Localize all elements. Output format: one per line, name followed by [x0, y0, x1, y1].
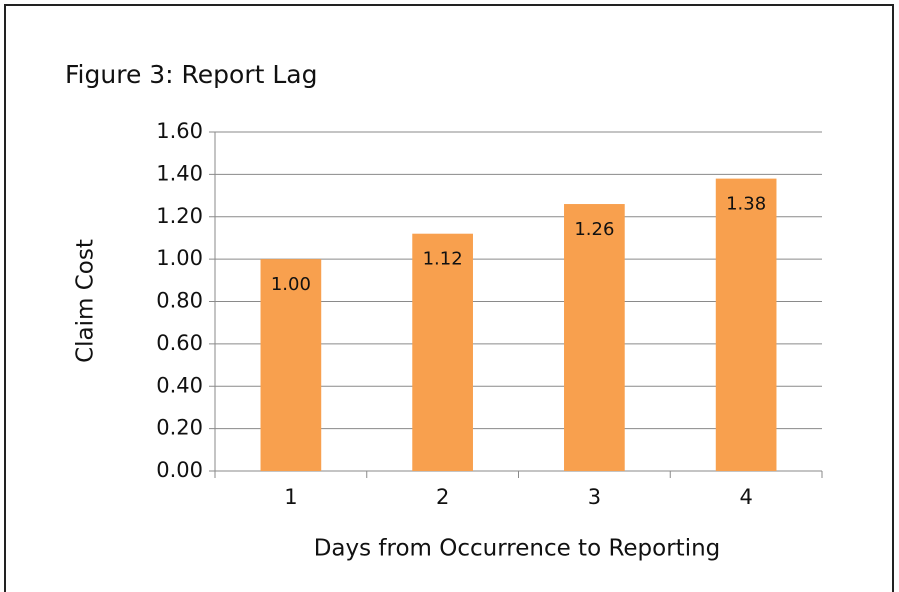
x-axis-label: Days from Occurrence to Reporting [314, 536, 721, 562]
data-label: 1.12 [423, 249, 463, 270]
x-tick-label: 4 [739, 485, 752, 509]
bar [260, 259, 322, 471]
y-axis-label: Claim Cost [73, 239, 99, 363]
y-tick-label: 1.20 [156, 204, 203, 228]
data-label: 1.38 [726, 194, 766, 215]
y-tick-label: 0.80 [156, 289, 203, 313]
y-tick-label: 0.60 [156, 331, 203, 355]
y-tick-label: 1.00 [156, 246, 203, 270]
x-tick-label: 1 [284, 485, 297, 509]
x-tick-label: 2 [436, 485, 449, 509]
bar [412, 233, 473, 471]
x-tick-label: 3 [588, 485, 601, 509]
bar [564, 204, 625, 471]
y-tick-label: 0.20 [156, 416, 203, 440]
data-label: 1.26 [574, 219, 614, 240]
data-label: 1.00 [271, 274, 311, 295]
y-tick-label: 1.40 [156, 161, 203, 185]
chart-title: Figure 3: Report Lag [65, 60, 318, 89]
bar [715, 178, 777, 472]
y-tick-label: 1.60 [156, 119, 203, 143]
y-tick-label: 0.40 [156, 373, 203, 397]
y-tick-label: 0.00 [156, 458, 203, 482]
